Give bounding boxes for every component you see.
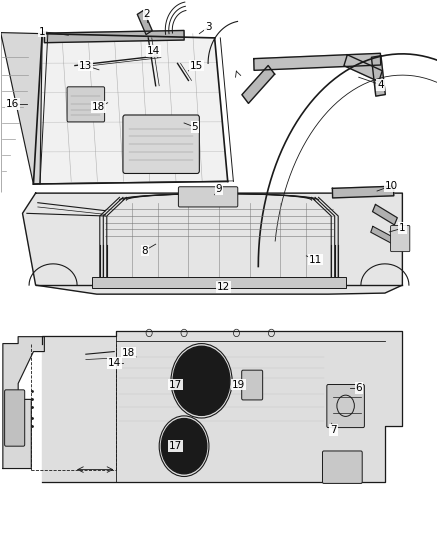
Polygon shape bbox=[3, 337, 44, 469]
Polygon shape bbox=[332, 186, 394, 198]
Circle shape bbox=[173, 346, 230, 415]
Text: 14: 14 bbox=[147, 46, 160, 56]
Text: 19: 19 bbox=[232, 379, 245, 390]
Polygon shape bbox=[371, 227, 395, 244]
Text: 8: 8 bbox=[141, 246, 148, 255]
Polygon shape bbox=[33, 34, 228, 184]
Text: 12: 12 bbox=[217, 282, 230, 292]
Polygon shape bbox=[22, 193, 403, 294]
Polygon shape bbox=[373, 205, 397, 225]
Polygon shape bbox=[344, 55, 382, 82]
Text: 11: 11 bbox=[308, 255, 321, 264]
Text: 16: 16 bbox=[6, 99, 20, 109]
Polygon shape bbox=[1, 33, 42, 192]
Polygon shape bbox=[371, 56, 385, 96]
FancyBboxPatch shape bbox=[67, 87, 105, 122]
Text: 14: 14 bbox=[108, 358, 121, 368]
Text: 1: 1 bbox=[39, 27, 46, 37]
Bar bbox=[92, 277, 346, 288]
Text: 13: 13 bbox=[79, 61, 92, 70]
Text: 1: 1 bbox=[399, 223, 406, 233]
Text: 7: 7 bbox=[330, 425, 337, 435]
Text: 5: 5 bbox=[192, 122, 198, 132]
Text: 9: 9 bbox=[215, 184, 223, 195]
FancyBboxPatch shape bbox=[5, 390, 25, 446]
Bar bbox=[1, 333, 437, 532]
Polygon shape bbox=[254, 53, 381, 70]
FancyBboxPatch shape bbox=[322, 451, 362, 483]
FancyBboxPatch shape bbox=[178, 187, 238, 207]
Polygon shape bbox=[242, 66, 275, 103]
Text: 6: 6 bbox=[355, 383, 362, 393]
Circle shape bbox=[161, 418, 207, 474]
Text: 4: 4 bbox=[377, 80, 384, 90]
Text: 2: 2 bbox=[144, 9, 150, 19]
FancyBboxPatch shape bbox=[242, 370, 263, 400]
Bar bbox=[1, 1, 437, 197]
Polygon shape bbox=[44, 30, 184, 43]
Polygon shape bbox=[138, 11, 152, 35]
FancyBboxPatch shape bbox=[391, 225, 410, 252]
Text: 18: 18 bbox=[122, 348, 135, 358]
Polygon shape bbox=[42, 332, 403, 482]
Text: 15: 15 bbox=[190, 61, 203, 70]
FancyBboxPatch shape bbox=[327, 384, 364, 427]
Text: 17: 17 bbox=[169, 441, 182, 451]
Bar bbox=[1, 192, 437, 336]
Text: 17: 17 bbox=[169, 379, 182, 390]
Text: 18: 18 bbox=[92, 102, 106, 112]
Text: 3: 3 bbox=[205, 22, 212, 33]
Text: 10: 10 bbox=[385, 181, 398, 191]
FancyBboxPatch shape bbox=[123, 115, 199, 173]
